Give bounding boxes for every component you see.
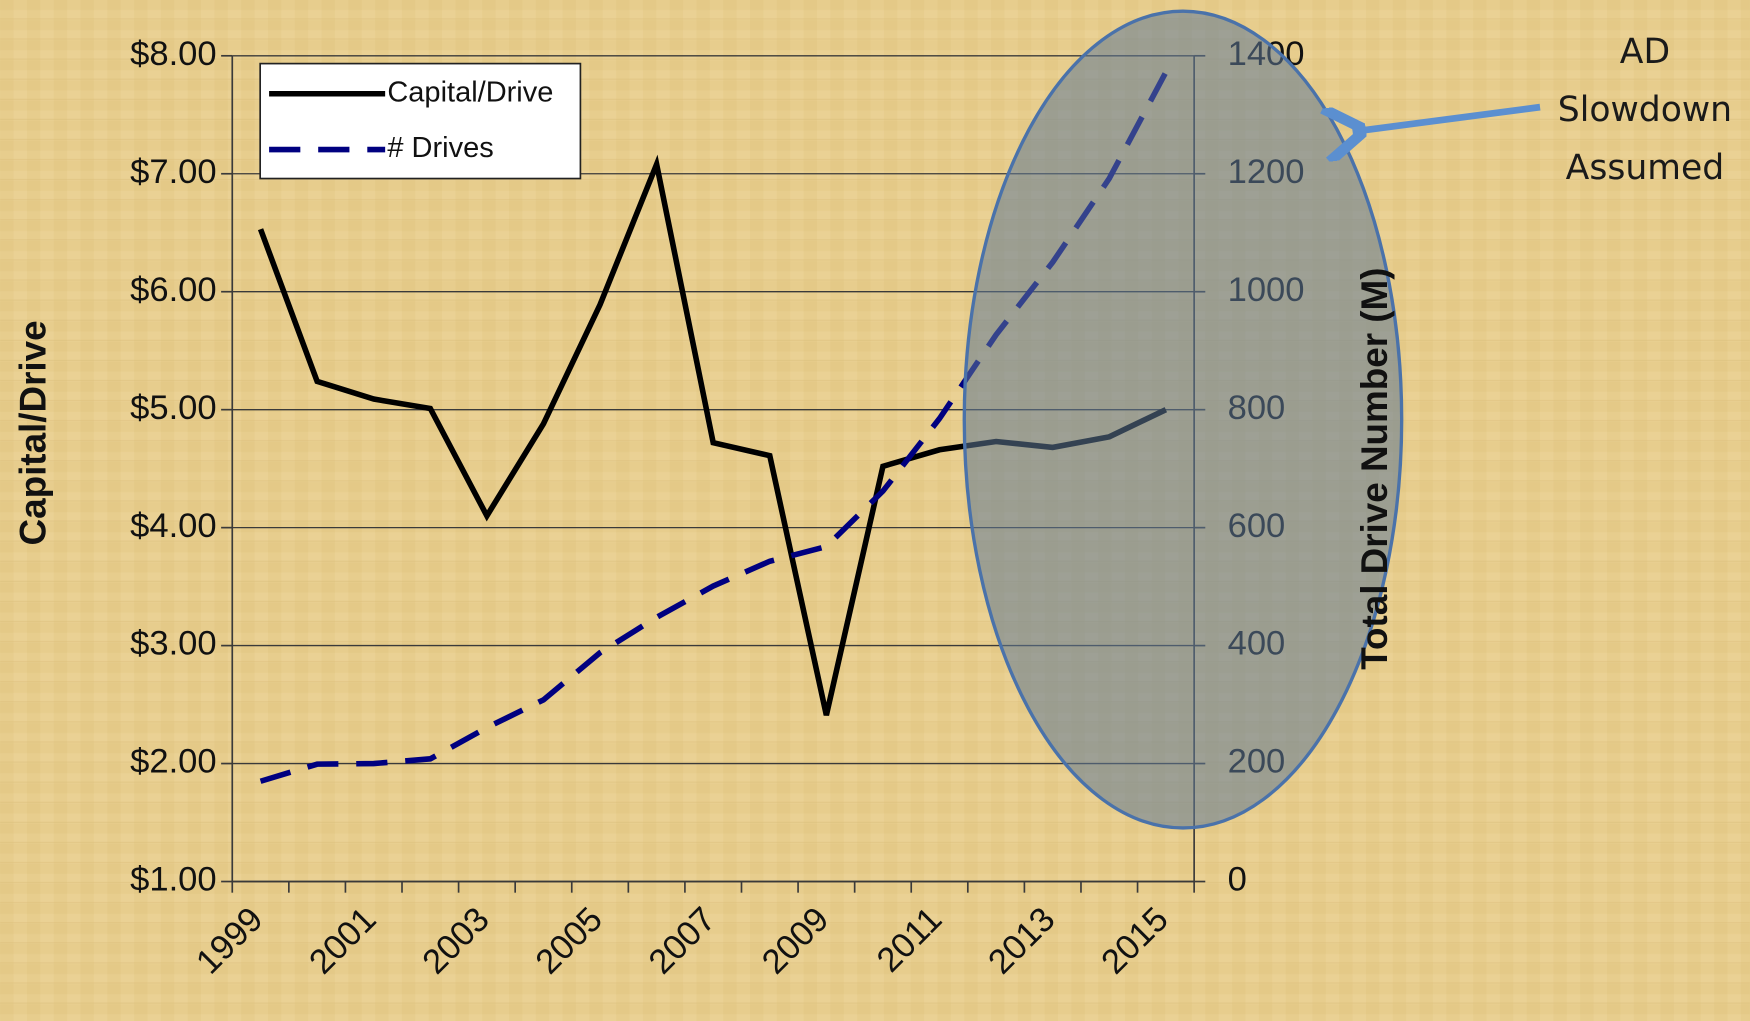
y-axis-title: Capital/Drive (13, 320, 54, 545)
annotation-arrow (1353, 107, 1541, 132)
y-tick-label: $7.00 (130, 153, 217, 191)
y-tick-label: $4.00 (130, 507, 217, 545)
annotation: Slowdown (1558, 90, 1732, 130)
series-line (259, 70, 1169, 784)
y2-tick-label: 0 (1228, 861, 1247, 899)
y-tick-label: $3.00 (130, 625, 217, 663)
y-tick-label: $5.00 (130, 389, 217, 427)
annotation: AD (1620, 32, 1670, 72)
y2-axis-title: Total Drive Number (M) (1354, 268, 1395, 670)
legend-label: Capital/Drive (387, 76, 553, 108)
y-tick-label: $1.00 (130, 861, 217, 899)
legend-box (259, 62, 582, 180)
y-tick-label: $2.00 (130, 743, 217, 781)
plot-layer: $1.00 $2.00 $3.00 $4.00 $5.00 $6.00 $7.00 $8.00… (130, 9, 1541, 982)
highlight-ellipse (962, 9, 1404, 830)
legend-label: # Drives (387, 132, 493, 164)
annotation: Assumed (1566, 148, 1725, 188)
y-tick-label: $6.00 (130, 271, 217, 309)
y-tick-label: $8.00 (130, 35, 217, 73)
